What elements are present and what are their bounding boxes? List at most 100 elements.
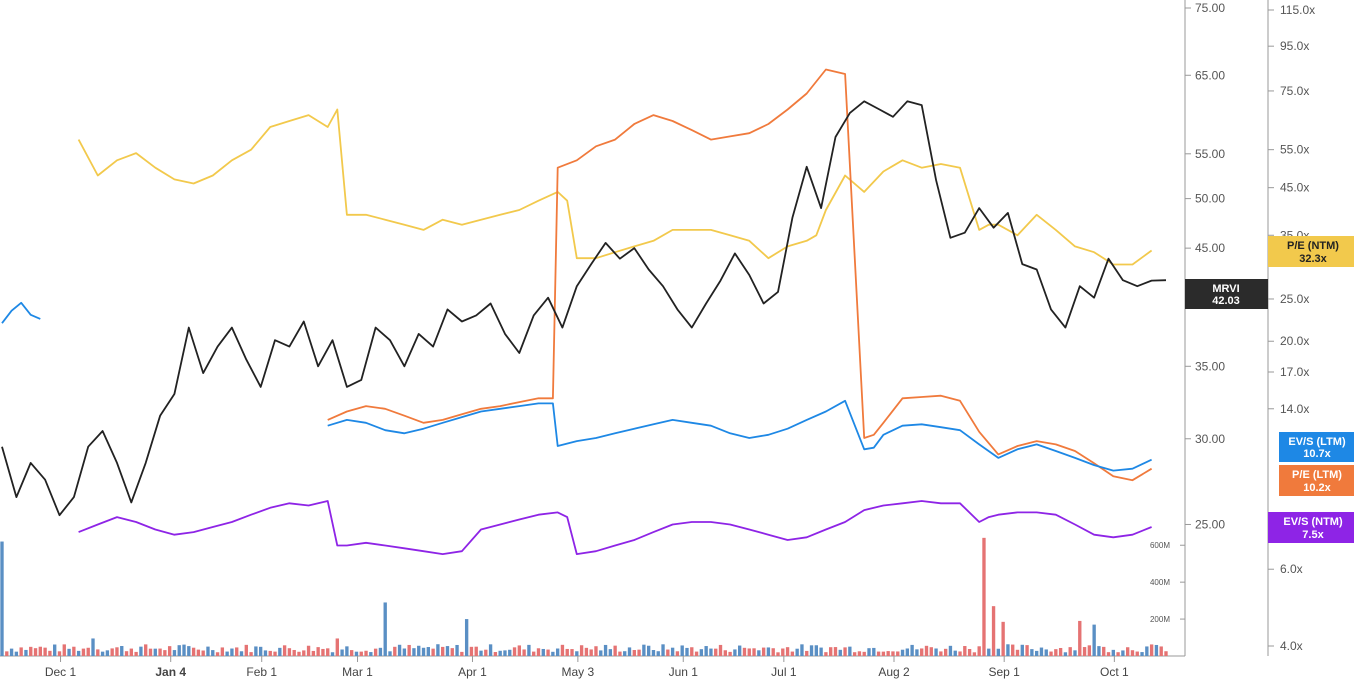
- volume-bar: [326, 648, 330, 656]
- volume-bar: [306, 645, 311, 656]
- volume-bar: [623, 651, 627, 656]
- volume-bar: [421, 647, 426, 656]
- volume-bar: [613, 645, 617, 656]
- volume-bar: [838, 649, 842, 656]
- volume-bar: [833, 647, 838, 656]
- x-tick-label: Jan 4: [155, 665, 186, 679]
- volume-bar: [977, 646, 981, 656]
- volume-bar: [958, 651, 962, 656]
- volume-bar: [239, 651, 244, 656]
- series-line-mrvi[interactable]: [1, 100, 1167, 517]
- volume-bar: [905, 648, 910, 656]
- left-tick-label: 30.00: [1195, 432, 1225, 446]
- volume-bar: [1149, 644, 1154, 656]
- pe-ltm-badge[interactable]: P/E (LTM) 10.2x: [1279, 465, 1354, 496]
- series-line-p-e-ltm[interactable]: [327, 68, 1153, 482]
- right-axis-ticks: 115.0x95.0x75.0x55.0x45.0x35.0x25.0x20.0…: [1268, 3, 1315, 653]
- volume-bar: [852, 652, 857, 656]
- volume-bar: [464, 619, 469, 656]
- volume-bar: [872, 647, 876, 656]
- right-tick-label: 4.0x: [1280, 639, 1303, 653]
- volume-tick-label: 600M: [1150, 541, 1170, 550]
- pe-ltm-badge-value: 10.2x: [1303, 482, 1331, 494]
- volume-bar: [795, 648, 799, 656]
- volume-bar: [771, 648, 775, 656]
- series-line-ev-s-ntm[interactable]: [78, 500, 1152, 555]
- volume-bar: [982, 537, 986, 656]
- evs-ltm-badge[interactable]: EV/S (LTM) 10.7x: [1279, 432, 1354, 462]
- right-tick-label: 17.0x: [1280, 365, 1309, 379]
- volume-bar: [1087, 645, 1092, 656]
- right-tick-label: 6.0x: [1280, 562, 1303, 576]
- volume-bar: [0, 541, 4, 656]
- x-tick-label: Apr 1: [458, 665, 487, 679]
- volume-bar: [1106, 652, 1111, 656]
- volume-bar: [76, 650, 81, 656]
- volume-bar: [254, 646, 258, 656]
- volume-bar: [378, 647, 383, 656]
- volume-bar: [144, 644, 148, 656]
- volume-bar: [479, 650, 483, 656]
- volume-bar: [445, 646, 450, 656]
- volume-bar: [182, 644, 186, 656]
- right-tick-label: 75.0x: [1280, 84, 1309, 98]
- volume-bar: [920, 648, 924, 656]
- volume-bar: [824, 652, 828, 656]
- volume-bar: [776, 652, 780, 656]
- volume-bar: [81, 648, 86, 656]
- volume-bar: [1126, 647, 1130, 656]
- volume-bar: [1121, 650, 1125, 656]
- x-tick-label: Oct 1: [1100, 665, 1129, 679]
- volume-bar: [575, 651, 579, 656]
- volume-bar: [972, 652, 977, 656]
- series-line-ev-s-ltm[interactable]: [1, 301, 1152, 472]
- volume-bar: [1102, 646, 1106, 656]
- volume-bar: [1044, 649, 1048, 656]
- volume-bar: [9, 648, 14, 656]
- volume-bar: [268, 650, 272, 656]
- volume-bar: [1154, 644, 1159, 656]
- left-tick-label: 25.00: [1195, 517, 1225, 531]
- volume-bar: [474, 646, 478, 656]
- volume-bar: [258, 646, 263, 656]
- volume-bar: [364, 650, 368, 656]
- volume-bar: [43, 647, 47, 656]
- volume-bar: [388, 651, 392, 656]
- volume-bar: [694, 651, 699, 656]
- volume-bar: [704, 646, 708, 656]
- volume-bar: [417, 645, 421, 656]
- volume-bar: [910, 644, 914, 656]
- volume-bar: [800, 644, 804, 656]
- evs-ntm-badge[interactable]: EV/S (NTM) 7.5x: [1268, 512, 1354, 543]
- volume-bar: [934, 648, 938, 656]
- volume-bar: [508, 649, 512, 656]
- volume-bar: [790, 651, 795, 656]
- volume-bar: [656, 651, 660, 656]
- volume-bar: [924, 645, 929, 656]
- volume-bar: [723, 650, 727, 656]
- pe-ntm-badge-bg: [1268, 236, 1354, 267]
- volume-bar: [738, 645, 742, 656]
- mrvi-badge[interactable]: MRVI 42.03: [1185, 279, 1268, 309]
- volume-bar: [383, 602, 387, 656]
- volume-bar: [886, 651, 890, 656]
- volume-bar: [354, 651, 359, 656]
- volume-bar: [819, 647, 823, 656]
- volume-bar: [14, 651, 19, 656]
- pe-ntm-badge-name: P/E (NTM): [1287, 240, 1339, 252]
- volume-bar: [675, 651, 680, 656]
- volume-bar: [244, 644, 248, 656]
- mrvi-badge-name: MRVI: [1212, 283, 1239, 295]
- volume-bar: [896, 651, 900, 656]
- volume-bar: [848, 646, 852, 656]
- volume-bar: [369, 652, 373, 656]
- volume-bar: [642, 644, 646, 656]
- volume-bar: [215, 652, 220, 656]
- volume-bar: [680, 645, 684, 656]
- volume-bar: [316, 647, 320, 656]
- volume-bar: [493, 652, 498, 656]
- pe-ntm-badge[interactable]: P/E (NTM) 32.3x: [1268, 236, 1354, 267]
- volume-axis-ticks: 600M 400M 200M: [1150, 541, 1185, 624]
